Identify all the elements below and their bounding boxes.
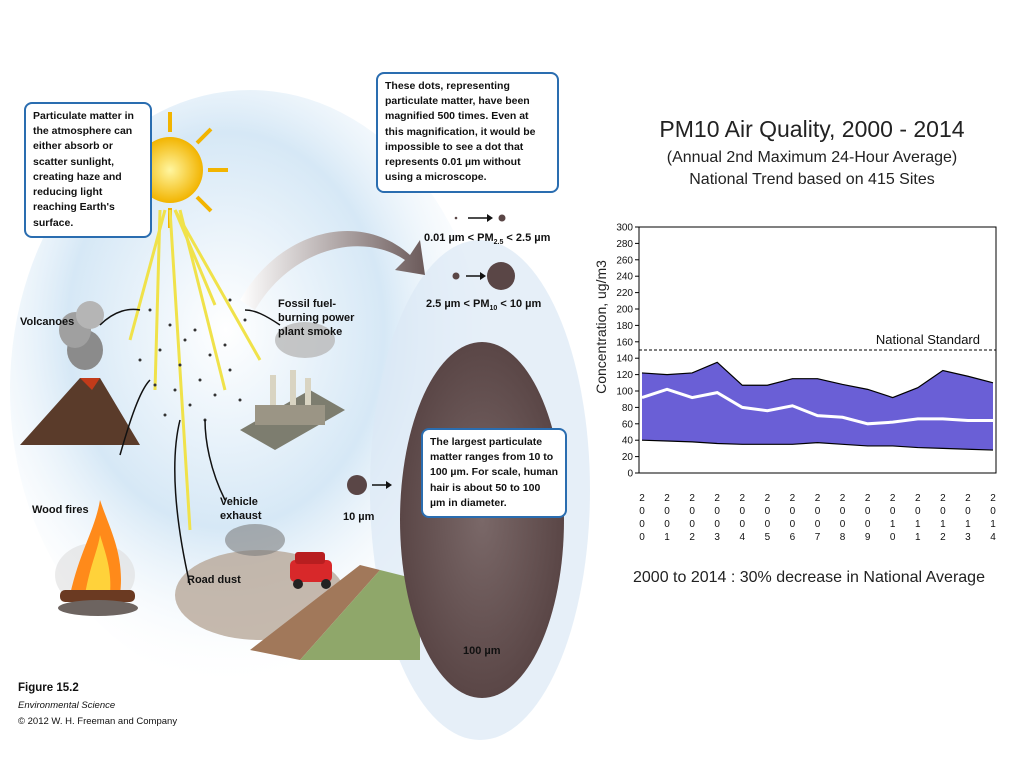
callout-magnified: These dots, representing particulate mat… [376, 72, 559, 193]
y-axis-label: Concentration, ug/m3 [593, 260, 609, 394]
particle-dot-025b [452, 272, 460, 280]
national-standard-label: National Standard [876, 332, 980, 347]
y-tick-label: 20 [622, 452, 634, 463]
wood-fire-icon [55, 500, 138, 616]
y-tick-label: 100 [616, 387, 633, 398]
y-tick-label: 0 [627, 469, 633, 480]
figure-number: Figure 15.2 [18, 682, 79, 694]
chart-footer: 2000 to 2014 : 30% decrease in National … [633, 569, 985, 586]
y-tick-label: 120 [616, 370, 633, 381]
plot-area: National Standard [638, 226, 997, 474]
y-tick-label: 80 [622, 403, 634, 414]
label-pm10: 2.5 µm < PM10 < 10 µm [426, 298, 542, 313]
y-tick-label: 220 [616, 288, 633, 299]
y-tick-label: 160 [616, 337, 633, 348]
label-vehicle-exhaust: Vehicle exhaust [220, 496, 262, 522]
arrow-1-head [487, 214, 493, 222]
callout-sunlight: Particulate matter in the atmosphere can… [24, 102, 152, 238]
particle-cloud [138, 298, 247, 422]
power-plant-icon [240, 322, 345, 450]
y-tick-label: 200 [616, 305, 633, 316]
illustration-art [10, 90, 590, 740]
particulate-illustration: Particulate matter in the atmosphere can… [0, 60, 600, 760]
sunlight-rays [128, 209, 262, 531]
y-tick-label: 180 [616, 321, 633, 332]
particle-dot-001 [454, 216, 458, 220]
label-road-dust: Road dust [187, 574, 241, 586]
pm10-chart: 0 20 40 60 80 100 120 140 160 180 200 220 240 260 280 3… [593, 223, 997, 480]
figure-copyright: © 2012 W. H. Freeman and Company [18, 716, 178, 727]
y-tick-label: 60 [622, 419, 634, 430]
magnify-arrow [240, 230, 425, 310]
label-10um: 10 µm [343, 511, 375, 523]
label-pm25: 0.01 µm < PM2.5 < 2.5 µm [424, 232, 551, 247]
exhaust-smoke [225, 524, 285, 556]
chart-subtitle-1: (Annual 2nd Maximum 24-Hour Average) [666, 149, 958, 166]
y-tick-label: 280 [616, 239, 633, 250]
label-volcanoes: Volcanoes [20, 316, 75, 328]
particle-dot-10um [347, 475, 367, 495]
particle-dot-10 [487, 262, 515, 290]
chart-title: PM10 Air Quality, 2000 - 2014 [659, 116, 965, 142]
arrow-2-head [480, 272, 486, 280]
label-fossil-fuel: Fossil fuel-burning power plant smoke [278, 298, 355, 338]
percentile-band [642, 362, 993, 451]
label-100um: 100 µm [463, 645, 501, 657]
particle-dot-025 [498, 214, 506, 222]
y-tick-label: 240 [616, 272, 633, 283]
y-tick-label: 40 [622, 436, 634, 447]
figure-book: Environmental Science [18, 700, 116, 711]
y-tick-label: 260 [616, 255, 633, 266]
arrow-3-head [386, 481, 392, 489]
y-tick-label: 140 [616, 354, 633, 365]
series-line-90th [641, 361, 994, 399]
callout-largest: The largest particulate matter ranges fr… [421, 428, 567, 519]
label-wood-fires: Wood fires [32, 504, 89, 516]
source-pointers [99, 308, 281, 586]
chart-subtitle-2: National Trend based on 415 Sites [689, 171, 935, 188]
y-tick-label: 300 [616, 223, 633, 234]
car-icon [290, 552, 332, 589]
volcano-icon [20, 301, 140, 445]
y-axis-ticks: 0 20 40 60 80 100 120 140 160 180 200 220 240 260 280 3… [616, 223, 639, 480]
series-line-10th [641, 439, 994, 451]
